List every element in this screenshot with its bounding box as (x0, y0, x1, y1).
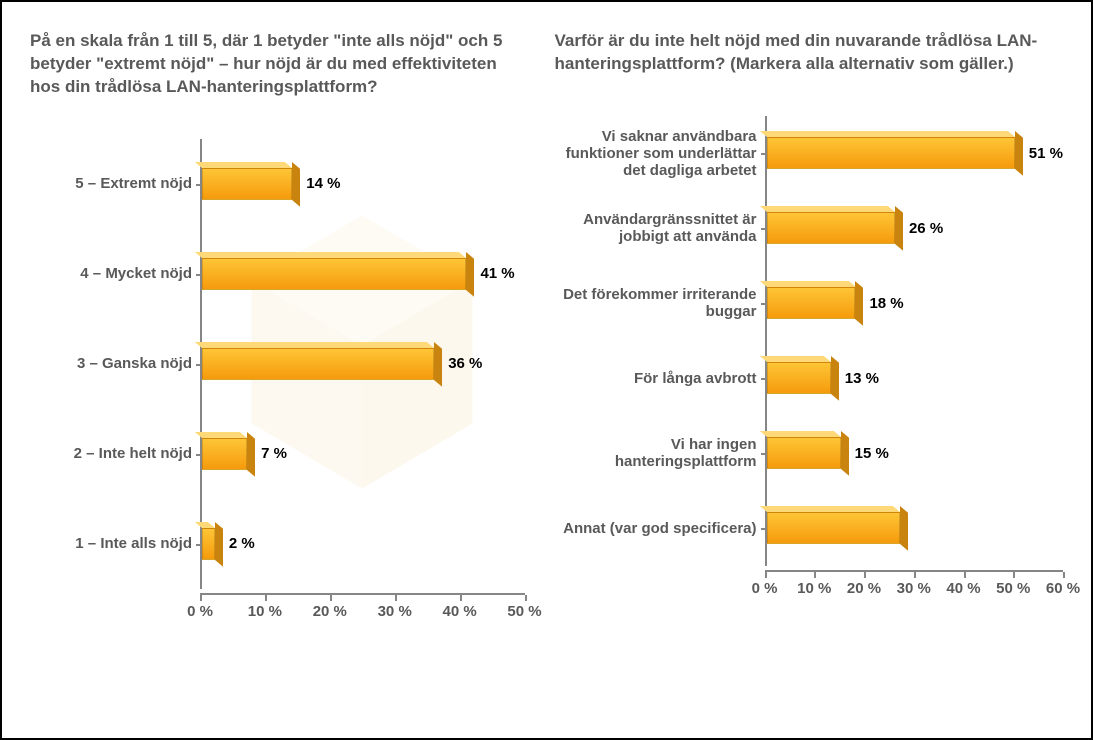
bar-row: 2 % (202, 499, 525, 589)
bar-row: 15 % (767, 416, 1064, 491)
bar (767, 137, 1015, 169)
bar (767, 437, 841, 469)
bar-row: 7 % (202, 409, 525, 499)
bar-row: 13 % (767, 341, 1064, 416)
bar (202, 348, 434, 380)
axis-tick-label: 50 % (996, 580, 1030, 597)
value-label: 18 % (869, 295, 903, 312)
left-chart-title: På en skala från 1 till 5, där 1 betyder… (30, 30, 525, 99)
bar-row: 41 % (202, 229, 525, 319)
axis-tick-label: 60 % (1046, 580, 1080, 597)
bar (767, 287, 856, 319)
axis-tick-label: 0 % (187, 603, 213, 620)
bar-row: 14 % (202, 139, 525, 229)
value-label: 2 % (229, 535, 255, 552)
value-label: 26 % (909, 220, 943, 237)
axis-tick-label: 0 % (752, 580, 778, 597)
category-label: Annat (var god specificera) (555, 491, 765, 566)
left-chart-panel: På en skala från 1 till 5, där 1 betyder… (2, 2, 547, 738)
right-chart-title: Varför är du inte helt nöjd med din nuva… (555, 30, 1064, 76)
bar (767, 512, 900, 544)
category-label: Vi har ingen hanteringsplattform (555, 416, 765, 491)
category-label: För långa avbrott (555, 341, 765, 416)
bar (767, 212, 895, 244)
value-label: 36 % (448, 355, 482, 372)
value-label: 13 % (845, 370, 879, 387)
axis-tick-label: 30 % (378, 603, 412, 620)
bar (767, 362, 831, 394)
right-chart-panel: Varför är du inte helt nöjd med din nuva… (547, 2, 1092, 738)
category-label: 4 – Mycket nöjd (30, 229, 200, 319)
axis-tick-label: 40 % (442, 603, 476, 620)
axis-tick-label: 50 % (507, 603, 541, 620)
category-label: 2 – Inte helt nöjd (30, 409, 200, 499)
axis-tick-label: 10 % (797, 580, 831, 597)
bar-row: 36 % (202, 319, 525, 409)
value-label: 14 % (306, 175, 340, 192)
bar (202, 258, 466, 290)
category-label: Vi saknar användbara funktioner som unde… (555, 116, 765, 191)
value-label: 15 % (855, 445, 889, 462)
axis-tick-label: 20 % (313, 603, 347, 620)
axis-tick-label: 10 % (248, 603, 282, 620)
category-label: Användargränssnittet är jobbigt att anvä… (555, 191, 765, 266)
axis-tick-label: 40 % (946, 580, 980, 597)
bar (202, 438, 247, 470)
category-label: Det förekommer irriterande buggar (555, 266, 765, 341)
bar-row (767, 491, 1064, 566)
category-label: 3 – Ganska nöjd (30, 319, 200, 409)
value-label: 7 % (261, 445, 287, 462)
left-chart: 5 – Extremt nöjd4 – Mycket nöjd3 – Gansk… (30, 139, 525, 710)
axis-tick-label: 30 % (897, 580, 931, 597)
bar-row: 18 % (767, 266, 1064, 341)
value-label: 41 % (480, 265, 514, 282)
bar (202, 168, 292, 200)
right-chart: Vi saknar användbara funktioner som unde… (555, 116, 1064, 710)
bar-row: 26 % (767, 191, 1064, 266)
category-label: 1 – Inte alls nöjd (30, 499, 200, 589)
category-label: 5 – Extremt nöjd (30, 139, 200, 229)
bar (202, 528, 215, 560)
axis-tick-label: 20 % (847, 580, 881, 597)
value-label: 51 % (1029, 145, 1063, 162)
bar-row: 51 % (767, 116, 1064, 191)
